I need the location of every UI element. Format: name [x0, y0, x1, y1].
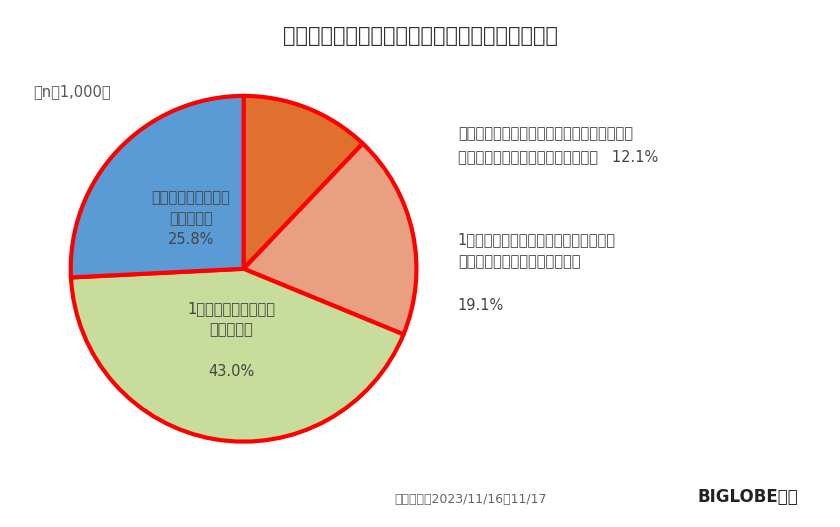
- Wedge shape: [71, 269, 403, 442]
- Text: 昨今の物価上昇にともない生活に不安を感じるか: 昨今の物価上昇にともない生活に不安を感じるか: [282, 26, 558, 46]
- Text: BIGLOBE調べ: BIGLOBE調べ: [697, 488, 798, 506]
- Wedge shape: [244, 96, 363, 269]
- Wedge shape: [244, 143, 417, 335]
- Text: 生活に不安を感じる
ことはない
25.8%: 生活に不安を感じる ことはない 25.8%: [151, 190, 230, 247]
- Text: （n＝1,000）: （n＝1,000）: [34, 84, 111, 99]
- Wedge shape: [71, 96, 244, 277]
- Text: 1年以上前から不安を
感じている

43.0%: 1年以上前から不安を 感じている 43.0%: [187, 301, 276, 379]
- Text: 1年以上前から感じていて、最近（ここ
数ヶ月）より不安を感じている

19.1%: 1年以上前から感じていて、最近（ここ 数ヶ月）より不安を感じている 19.1%: [458, 232, 616, 314]
- Text: 調査期間：2023/11/16～11/17: 調査期間：2023/11/16～11/17: [395, 493, 548, 506]
- Text: 今までは感じなかったが、最近（ここ数ヶ月
前から）不安を感じるようになった   12.1%: 今までは感じなかったが、最近（ここ数ヶ月 前から）不安を感じるようになった 12…: [458, 126, 658, 164]
